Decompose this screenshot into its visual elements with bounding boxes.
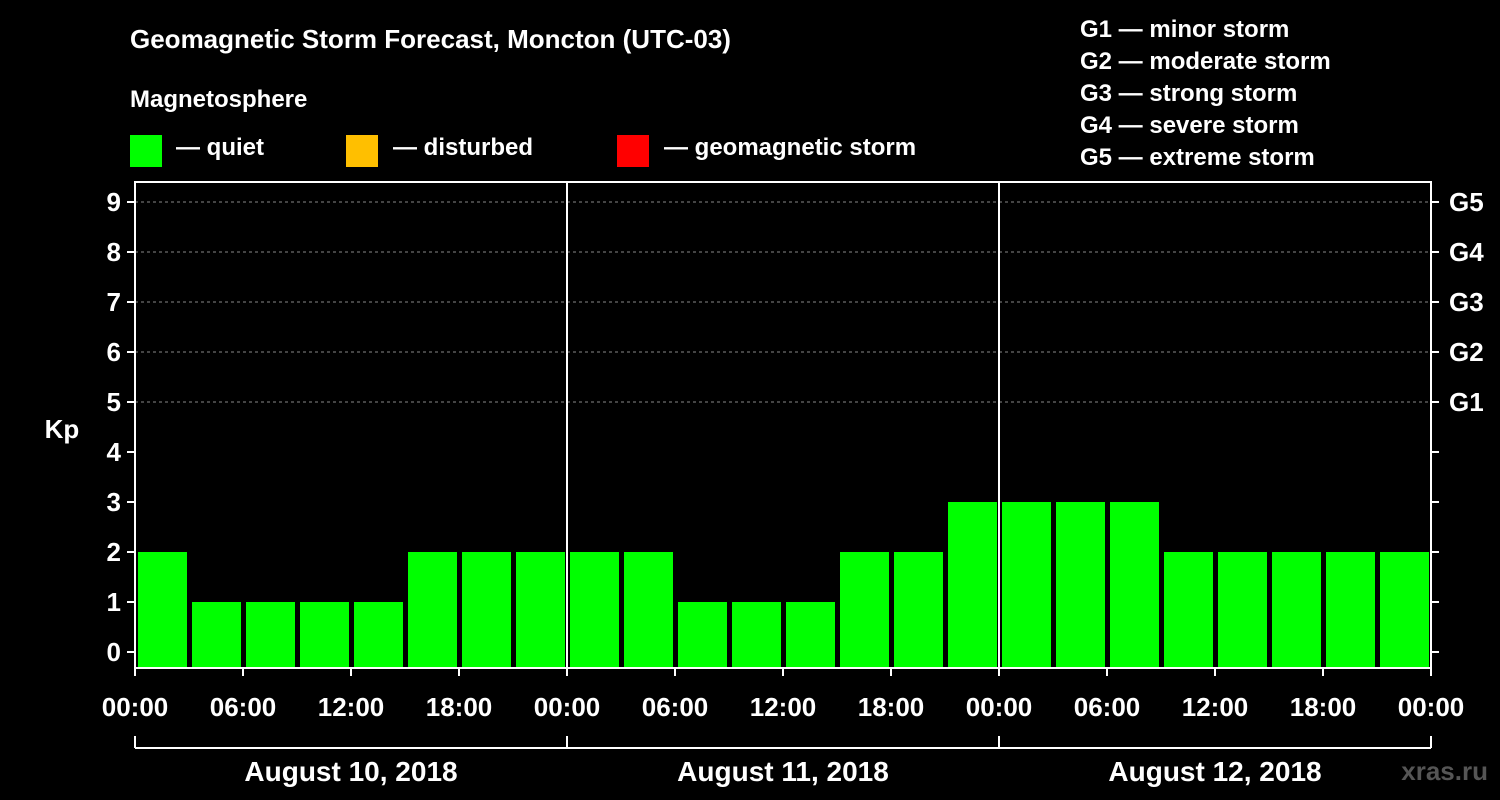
kp-bar: [894, 552, 943, 668]
x-tick-label: 06:00: [642, 692, 709, 722]
legend-swatch-storm: [617, 135, 649, 167]
y-tick-label: 7: [107, 287, 121, 317]
storm-scale-g3: G3 — strong storm: [1080, 80, 1298, 107]
kp-bar: [1110, 502, 1159, 668]
x-tick-label: 18:00: [858, 692, 925, 722]
kp-bar: [1326, 552, 1375, 668]
y-tick-label: 6: [107, 337, 121, 367]
kp-bar: [732, 602, 781, 668]
legend-swatch-disturbed: [346, 135, 378, 167]
storm-scale-g1: G1 — minor storm: [1080, 16, 1290, 43]
kp-bar: [1218, 552, 1267, 668]
kp-bar: [462, 552, 511, 668]
date-label: August 11, 2018: [677, 756, 889, 787]
legend-label-storm: — geomagnetic storm: [664, 134, 917, 161]
y-axis-label: Kp: [45, 414, 80, 444]
chart-title: Geomagnetic Storm Forecast, Moncton (UTC…: [130, 24, 731, 54]
right-axis-label: G1: [1449, 387, 1484, 417]
y-tick-label: 0: [107, 637, 121, 667]
kp-bar: [1164, 552, 1213, 668]
kp-bar: [948, 502, 997, 668]
y-tick-label: 5: [107, 387, 121, 417]
kp-bar: [192, 602, 241, 668]
kp-bar: [354, 602, 403, 668]
x-tick-label: 00:00: [966, 692, 1033, 722]
kp-bar: [408, 552, 457, 668]
y-tick-label: 9: [107, 187, 121, 217]
kp-bar: [138, 552, 187, 668]
storm-scale-g2: G2 — moderate storm: [1080, 48, 1331, 75]
kp-bar: [840, 552, 889, 668]
x-tick-label: 00:00: [534, 692, 601, 722]
y-tick-label: 4: [107, 437, 122, 467]
magnetosphere-label: Magnetosphere: [130, 86, 308, 113]
storm-scale-g4: G4 — severe storm: [1080, 112, 1299, 139]
x-tick-label: 06:00: [1074, 692, 1141, 722]
right-axis-label: G5: [1449, 187, 1484, 217]
kp-bar: [1002, 502, 1051, 668]
kp-bar: [624, 552, 673, 668]
date-label: August 10, 2018: [244, 756, 457, 787]
storm-scale-g5: G5 — extreme storm: [1080, 144, 1315, 171]
right-axis-label: G2: [1449, 337, 1484, 367]
x-tick-label: 12:00: [1182, 692, 1249, 722]
x-tick-label: 18:00: [1290, 692, 1357, 722]
x-tick-label: 18:00: [426, 692, 493, 722]
x-tick-label: 12:00: [750, 692, 817, 722]
kp-bar: [1272, 552, 1321, 668]
kp-bar: [1056, 502, 1105, 668]
kp-bar: [678, 602, 727, 668]
x-tick-label: 12:00: [318, 692, 385, 722]
kp-bar: [246, 602, 295, 668]
kp-bar: [786, 602, 835, 668]
y-tick-label: 1: [107, 587, 121, 617]
x-tick-label: 00:00: [1398, 692, 1465, 722]
kp-bar: [300, 602, 349, 668]
x-tick-label: 06:00: [210, 692, 277, 722]
y-tick-label: 8: [107, 237, 121, 267]
x-tick-label: 00:00: [102, 692, 169, 722]
kp-bar: [516, 552, 565, 668]
legend-label-disturbed: — disturbed: [393, 134, 534, 161]
legend-swatch-quiet: [130, 135, 162, 167]
watermark: xras.ru: [1401, 756, 1488, 786]
legend-label-quiet: — quiet: [176, 134, 264, 161]
kp-bar: [570, 552, 619, 668]
right-axis-label: G4: [1449, 237, 1484, 267]
date-label: August 12, 2018: [1108, 756, 1321, 787]
y-tick-label: 2: [107, 537, 121, 567]
right-axis-label: G3: [1449, 287, 1484, 317]
y-tick-label: 3: [107, 487, 121, 517]
kp-bar: [1380, 552, 1429, 668]
